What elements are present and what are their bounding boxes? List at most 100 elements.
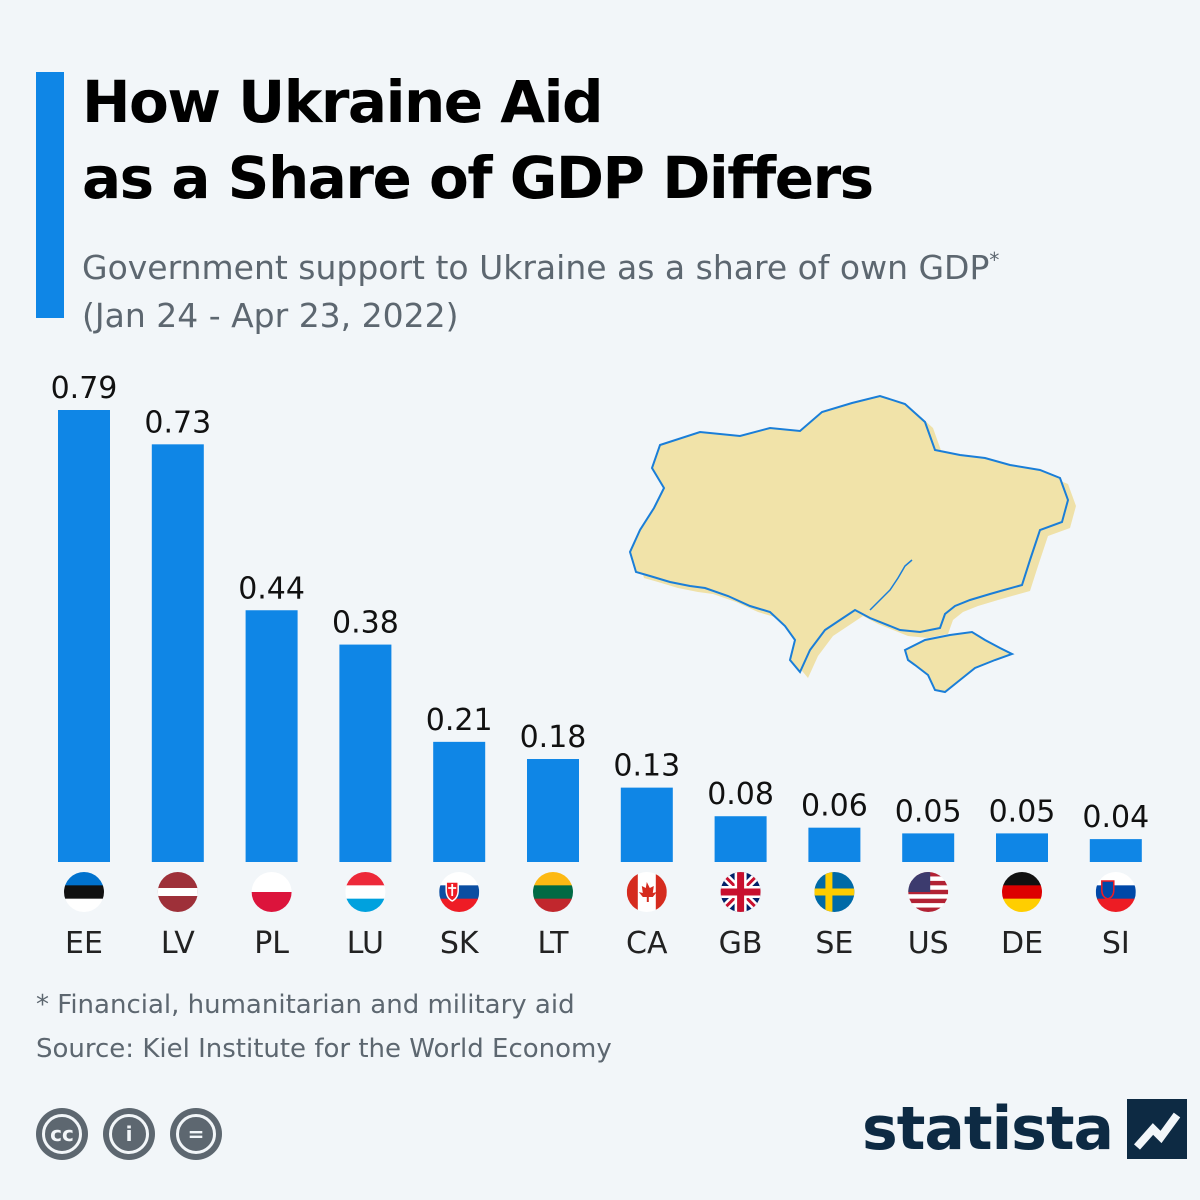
category-label: DE	[1001, 926, 1043, 961]
flag-cross-h	[814, 888, 855, 896]
subtitle-line-1: Government support to Ukraine as a share…	[82, 236, 999, 292]
no-derivatives-icon[interactable]: =	[170, 1108, 222, 1160]
bar-sk	[433, 741, 486, 862]
subtitle-line-2: (Jan 24 - Apr 23, 2022)	[82, 296, 459, 335]
flag-se-icon	[814, 872, 855, 912]
flag-sk-icon	[439, 872, 480, 912]
attribution-icon[interactable]: i	[103, 1108, 155, 1160]
flag-body	[814, 872, 855, 912]
bar-pl	[245, 610, 298, 862]
value-label: 0.13	[613, 749, 680, 784]
flag-stripe	[439, 872, 480, 886]
value-label: 0.05	[895, 794, 962, 829]
flag-body	[157, 872, 198, 912]
flag-gb-icon	[720, 872, 761, 912]
cc-icon[interactable]: cc	[36, 1108, 88, 1160]
flag-stripe	[908, 889, 949, 895]
bar-chart: 0.79 EE 0.73 LV 0.44 PL 0.38 LU 0.21 SK 0.18 LT 0.13…	[51, 371, 1150, 961]
flag-lu-icon	[345, 872, 386, 912]
license-icons: cc i =	[36, 1108, 222, 1160]
flag-stripe	[251, 892, 292, 912]
flag-stripe	[64, 885, 104, 900]
category-label: GB	[719, 926, 763, 961]
title-accent-bar	[36, 72, 64, 318]
bar-se	[808, 827, 861, 862]
title-line-1: How Ukraine Aid	[82, 68, 604, 136]
source-note: Source: Kiel Institute for the World Eco…	[36, 1034, 612, 1064]
river-line	[869, 559, 913, 611]
bar-ca	[620, 787, 673, 862]
flag-stripe	[345, 885, 386, 900]
value-label: 0.06	[801, 789, 868, 824]
flag-stripe	[908, 898, 949, 904]
footnote: * Financial, humanitarian and military a…	[36, 990, 575, 1020]
flag-body	[1095, 872, 1136, 912]
subtitle-asterisk: *	[989, 248, 1000, 272]
category-label: EE	[65, 926, 103, 961]
flag-body	[720, 872, 761, 912]
flag-stripe	[439, 885, 480, 900]
category-label: LT	[538, 926, 570, 961]
value-label: 0.18	[520, 720, 587, 755]
statista-logo-icon	[1127, 1099, 1188, 1159]
flag-stripe	[345, 898, 386, 912]
flag-body	[64, 872, 104, 912]
flag-stripe	[1095, 898, 1136, 912]
title-line-2: as a Share of GDP Differs	[82, 144, 874, 212]
value-label: 0.08	[707, 777, 774, 812]
flag-stripe	[64, 872, 104, 886]
flag-stripe	[1002, 872, 1042, 886]
bar-us	[902, 833, 955, 862]
crimea-shape	[903, 630, 1015, 694]
flag-body	[1002, 872, 1042, 912]
flag-stripe	[655, 872, 667, 912]
value-label: 0.79	[51, 371, 118, 406]
flag-stripe	[439, 898, 480, 912]
flag-stripe	[345, 872, 386, 886]
brand-name: statista	[862, 1094, 1114, 1164]
value-label: 0.38	[332, 606, 399, 641]
flag-stripe	[1002, 898, 1042, 912]
flag-body	[533, 872, 573, 912]
flag-cross-red-h	[720, 888, 761, 896]
flag-stripe	[157, 888, 198, 896]
value-label: 0.21	[426, 703, 493, 738]
flag-stripe	[533, 898, 573, 912]
category-label: LU	[347, 926, 384, 961]
category-label: SK	[440, 926, 480, 961]
flag-stripe	[908, 907, 949, 912]
flag-ca-icon	[626, 872, 667, 912]
value-label: 0.04	[1082, 800, 1149, 835]
category-label: CA	[626, 926, 668, 961]
flag-si-icon	[1095, 872, 1136, 912]
value-label: 0.05	[989, 794, 1056, 829]
chart-title: How Ukraine Aid as a Share of GDP Differ…	[82, 64, 874, 216]
ukraine-map-icon	[628, 394, 1076, 694]
bar-ee	[58, 410, 110, 862]
bar-lt	[527, 759, 579, 862]
flag-ee-icon	[64, 872, 104, 912]
flag-lt-icon	[533, 872, 573, 912]
bar-de	[996, 833, 1048, 862]
flag-stripe	[64, 898, 104, 912]
flag-canton	[908, 872, 931, 892]
flag-body	[908, 872, 949, 912]
category-label: LV	[161, 926, 195, 961]
chart-subtitle: Government support to Ukraine as a share…	[82, 236, 999, 340]
category-label: US	[908, 926, 949, 961]
flag-pl-icon	[251, 872, 292, 912]
statista-brand[interactable]: statista	[862, 1094, 1188, 1164]
flag-maple-leaf	[638, 882, 657, 902]
category-label: SI	[1102, 926, 1130, 961]
flag-body	[439, 872, 480, 912]
flag-body	[251, 872, 292, 912]
subtitle-text: Government support to Ukraine as a share…	[82, 248, 990, 287]
value-label: 0.44	[238, 571, 305, 606]
flag-us-icon	[908, 872, 949, 912]
flag-stripe	[626, 872, 638, 912]
flag-stripe	[1002, 885, 1042, 900]
category-label: SE	[815, 926, 853, 961]
bar-lv	[151, 444, 204, 862]
ukraine-map-shape	[628, 394, 1070, 674]
flag-de-icon	[1002, 872, 1042, 912]
